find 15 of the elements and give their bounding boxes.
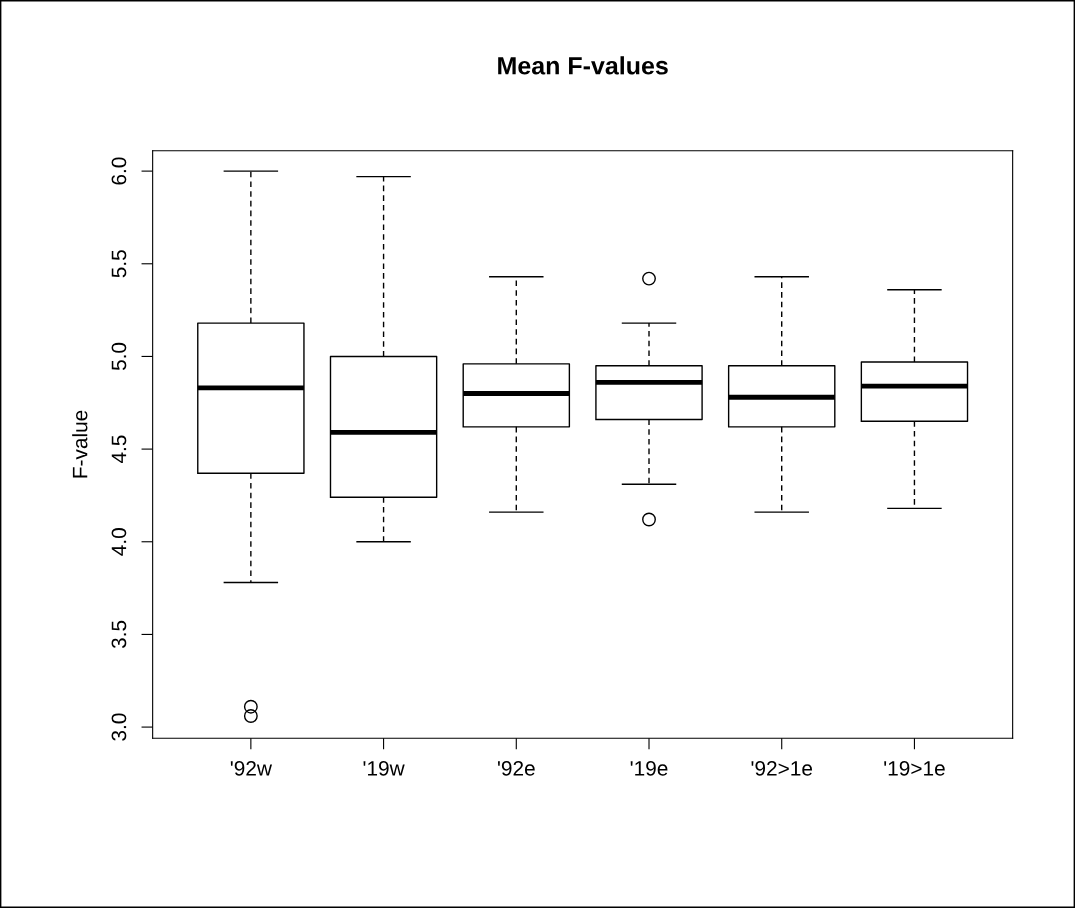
y-tick-label: 4.0	[111, 528, 127, 556]
x-tick-label: '19>1e	[884, 760, 945, 776]
y-tick-label: 4.5	[111, 435, 127, 464]
x-tick-label: '19w	[363, 760, 405, 776]
chart-title: Mean F-values	[498, 56, 668, 75]
x-tick-label: '19e	[630, 760, 668, 776]
y-tick-label: 5.5	[111, 250, 127, 278]
y-tick-label: 3.0	[111, 713, 127, 741]
x-tick-label: '92e	[497, 760, 535, 776]
y-tick-label: 6.0	[111, 157, 127, 185]
y-tick-label: 5.0	[111, 342, 127, 371]
x-tick-label: '92w	[230, 760, 273, 776]
y-tick-label: 3.5	[111, 620, 127, 649]
y-axis-title: F-value	[72, 410, 88, 478]
x-tick-label: '92>1e	[751, 760, 813, 776]
